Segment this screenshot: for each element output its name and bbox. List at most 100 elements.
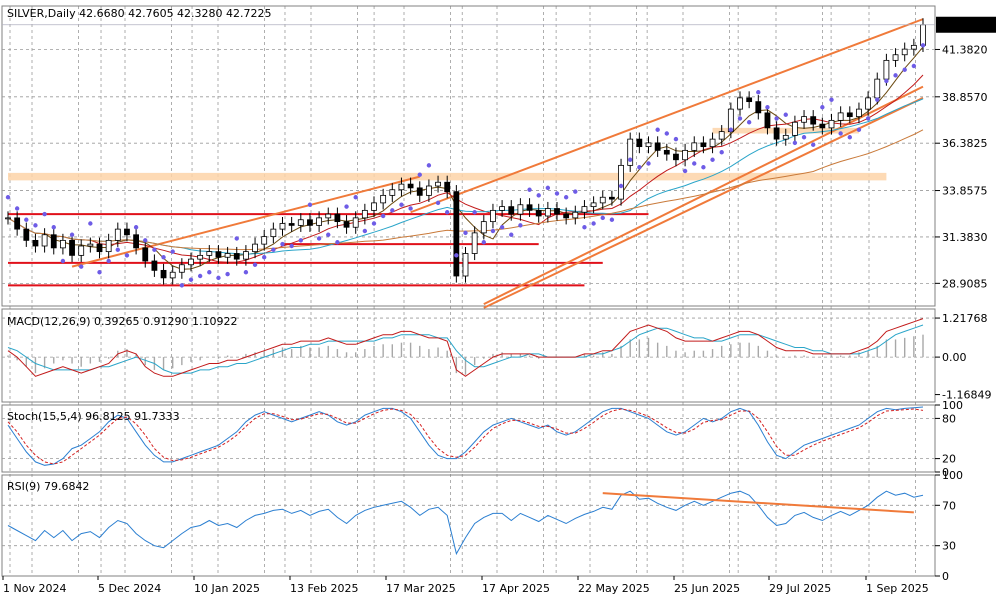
sar-dot <box>509 232 514 237</box>
candle-body <box>709 138 716 148</box>
sar-dot <box>390 208 395 213</box>
candle-body <box>398 183 405 191</box>
sar-dot <box>746 120 752 125</box>
sar-dot <box>262 255 267 260</box>
sar-dot <box>600 215 605 221</box>
sar-dot <box>307 202 313 207</box>
candle-body <box>5 217 11 220</box>
sar-dot <box>280 241 285 247</box>
time-axis-label: 10 Jan 2025 <box>194 582 260 595</box>
sar-dot <box>124 253 130 258</box>
sar-dot <box>353 195 358 200</box>
candle-body <box>499 206 506 211</box>
sar-dot <box>545 185 551 191</box>
macd-label: MACD(12,26,9) 0.39265 0.91290 1.10922 <box>7 315 238 328</box>
sar-dot <box>207 270 212 275</box>
candle-body <box>544 208 551 217</box>
stoch-axis-label: 20 <box>942 453 956 466</box>
candle-body <box>764 112 771 129</box>
sar-dot <box>115 247 121 252</box>
stoch-axis-label: 0 <box>942 466 949 479</box>
candle-body <box>883 59 890 80</box>
candle-body <box>535 209 542 217</box>
candle-body <box>865 97 871 110</box>
price-axis-label: 38.8570 <box>942 91 988 104</box>
candle-body <box>700 142 707 148</box>
sar-dot <box>820 105 825 110</box>
pane-frame-stoch <box>1 404 936 473</box>
rsi-label: RSI(9) 79.6842 <box>7 480 89 493</box>
price-axis-label: 41.3820 <box>942 43 988 56</box>
sar-dot <box>161 255 166 260</box>
candle-body <box>50 234 57 249</box>
sar-dot <box>865 116 871 121</box>
sar-dot <box>902 67 907 72</box>
candle-body <box>892 54 899 61</box>
candle-body <box>142 247 149 262</box>
sar-dot <box>573 189 578 194</box>
sar-dot <box>655 127 660 132</box>
candle-body <box>718 131 725 140</box>
sar-dot <box>499 225 505 230</box>
sar-dot <box>472 210 477 215</box>
current-price-label: 42.7225 <box>941 19 987 32</box>
candle-body <box>508 206 515 215</box>
pane-frame-macd <box>1 308 936 403</box>
time-axis-label: 29 Jul 2025 <box>769 582 831 595</box>
sar-dot <box>5 195 11 200</box>
candle-body <box>526 204 533 211</box>
candle-body <box>480 221 487 234</box>
candle-body <box>307 219 313 226</box>
sar-dot <box>399 202 404 207</box>
candle-body <box>96 243 103 253</box>
candle-body <box>343 221 350 228</box>
candle-body <box>371 202 377 211</box>
candle-body <box>471 232 478 254</box>
candle-body <box>425 185 432 196</box>
candle-body <box>416 187 423 196</box>
sar-dot <box>133 225 139 230</box>
candle-body <box>846 112 853 118</box>
stoch-axis-label: 100 <box>942 399 963 412</box>
sar-dot <box>582 225 587 230</box>
sar-dot <box>289 243 294 249</box>
time-axis-label: 25 Jun 2025 <box>674 582 740 595</box>
sar-dot <box>216 275 221 281</box>
channel-line <box>410 18 924 214</box>
sar-dot <box>664 131 669 136</box>
time-axis-label: 13 Feb 2025 <box>290 582 358 595</box>
sar-dot <box>344 204 349 209</box>
sar-dot <box>33 223 38 228</box>
candle-body <box>435 181 441 187</box>
candle-body <box>645 142 652 148</box>
candle-body <box>197 254 204 260</box>
sar-dot <box>847 135 852 140</box>
sar-dot <box>298 238 303 243</box>
candle-body <box>837 112 844 121</box>
sar-dot <box>454 253 459 258</box>
sar-dot <box>463 230 468 236</box>
sar-dot <box>920 43 926 48</box>
sar-dot <box>234 236 239 241</box>
candle-body <box>801 116 807 123</box>
candle-body <box>178 264 185 273</box>
sar-dot <box>774 116 779 121</box>
time-axis-label: 1 Sep 2025 <box>866 582 929 595</box>
sar-dot <box>490 228 496 234</box>
sar-dot <box>673 136 679 142</box>
candle-body <box>261 236 268 245</box>
sar-dot <box>24 217 29 222</box>
sar-dot <box>326 232 331 237</box>
sar-dot <box>60 258 66 264</box>
candle-body <box>78 245 85 256</box>
rsi-axis-label: 30 <box>942 540 956 553</box>
sar-dot <box>335 240 340 245</box>
sar-dot <box>170 249 175 254</box>
channel-line <box>483 85 924 306</box>
candle-body <box>105 239 112 253</box>
candle-body <box>215 251 222 258</box>
candle-body <box>819 123 826 129</box>
candle-body <box>288 223 295 226</box>
sar-dot <box>536 193 541 198</box>
